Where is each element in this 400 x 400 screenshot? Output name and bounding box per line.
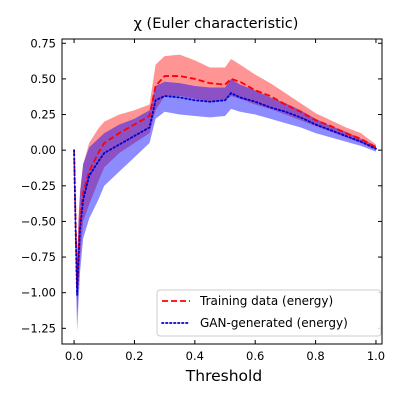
y-tick-label: 0.75 xyxy=(30,36,56,50)
y-tick-label: −0.50 xyxy=(21,214,56,228)
x-tick-label: 0.0 xyxy=(65,349,83,363)
series-line-gan xyxy=(73,92,377,296)
x-axis-label: Threshold xyxy=(185,367,262,385)
plot-frame xyxy=(61,38,383,345)
y-tick-label: −1.25 xyxy=(21,321,56,335)
band-gan xyxy=(74,78,376,332)
band-training xyxy=(74,54,376,315)
legend-box xyxy=(156,289,382,337)
legend-label-training: Training data (energy) xyxy=(199,294,333,308)
x-tick-label: 1.0 xyxy=(367,349,385,363)
lines-layer xyxy=(73,75,377,296)
series-line-training xyxy=(73,75,377,286)
legend: Training data (energy) GAN-generated (en… xyxy=(156,289,382,337)
x-tick-label: 0.8 xyxy=(306,349,324,363)
bands-layer xyxy=(74,54,376,332)
y-tick-label: 0.50 xyxy=(30,72,56,86)
x-tick-label: 0.6 xyxy=(246,349,264,363)
y-tick-label: −1.00 xyxy=(21,286,56,300)
x-tick-label: 0.4 xyxy=(186,349,204,363)
y-tick-label: 0.25 xyxy=(30,108,56,122)
x-tick-label: 0.2 xyxy=(125,349,143,363)
legend-label-gan: GAN-generated (energy) xyxy=(200,316,348,330)
chart-title: χ (Euler characteristic) xyxy=(134,16,299,32)
axes-layer: 0.0 0.2 0.4 0.6 0.8 1.0 0.75 0.50 0.25 0.00 −0.25 −… xyxy=(21,36,385,363)
y-tick-label: 0.00 xyxy=(30,143,56,157)
y-tick-label: −0.25 xyxy=(21,179,56,193)
y-tick-label: −0.75 xyxy=(21,250,56,264)
